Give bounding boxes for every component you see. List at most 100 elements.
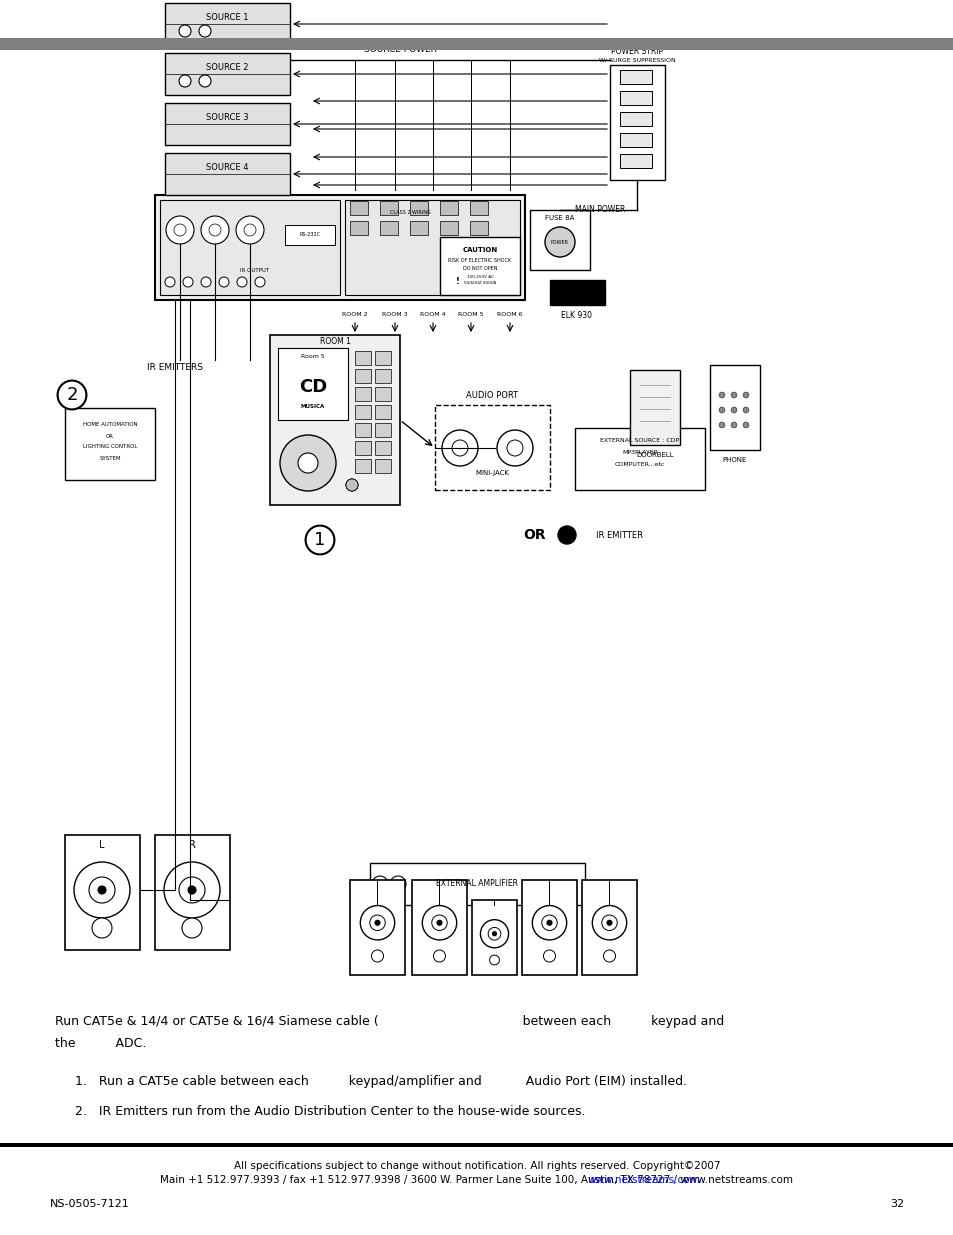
- Polygon shape: [448, 270, 468, 287]
- Circle shape: [201, 216, 229, 245]
- Text: OR: OR: [106, 433, 113, 438]
- Bar: [472, 900, 517, 974]
- Bar: [154, 835, 230, 950]
- Circle shape: [164, 862, 220, 918]
- Circle shape: [173, 224, 186, 236]
- Bar: [412, 881, 467, 974]
- Text: L: L: [99, 840, 105, 850]
- Circle shape: [441, 430, 477, 466]
- Bar: [65, 408, 154, 480]
- Text: COMPUTER...etc: COMPUTER...etc: [614, 462, 664, 467]
- Text: W/ SURGE SUPPRESSION: W/ SURGE SUPPRESSION: [598, 58, 675, 63]
- Circle shape: [546, 920, 552, 925]
- Text: NS-0505-7121: NS-0505-7121: [50, 1199, 130, 1209]
- Text: Room 5: Room 5: [301, 354, 325, 359]
- Bar: [165, 103, 290, 144]
- Bar: [375, 459, 391, 473]
- Bar: [355, 405, 371, 419]
- Text: R: R: [189, 840, 195, 850]
- Circle shape: [532, 905, 566, 940]
- Bar: [165, 153, 290, 195]
- Text: HOME AUTOMATION: HOME AUTOMATION: [83, 422, 137, 427]
- Text: OR: OR: [523, 529, 546, 542]
- Bar: [521, 881, 577, 974]
- Text: 2.   IR Emitters run from the Audio Distribution Center to the house-wide source: 2. IR Emitters run from the Audio Distri…: [75, 1105, 585, 1118]
- Bar: [379, 201, 397, 215]
- Text: CAUTION: CAUTION: [462, 247, 497, 253]
- Text: IR EMITTER: IR EMITTER: [596, 531, 643, 540]
- Circle shape: [166, 216, 193, 245]
- Text: SYSTEM: SYSTEM: [99, 456, 121, 461]
- Bar: [65, 835, 140, 950]
- Text: Run CAT5e & 14/4 or CAT5e & 16/4 Siamese cable (                                : Run CAT5e & 14/4 or CAT5e & 16/4 Siamese…: [55, 1015, 723, 1028]
- Bar: [270, 335, 399, 505]
- Circle shape: [730, 391, 737, 398]
- Bar: [355, 351, 371, 366]
- Bar: [439, 201, 457, 215]
- Bar: [355, 387, 371, 401]
- Text: EXTERNAL AMPLIFIER: EXTERNAL AMPLIFIER: [436, 879, 517, 888]
- Text: the          ADC.: the ADC.: [55, 1037, 146, 1050]
- Circle shape: [370, 915, 385, 930]
- Circle shape: [541, 915, 557, 930]
- Bar: [355, 424, 371, 437]
- Bar: [550, 280, 604, 305]
- Circle shape: [742, 408, 748, 412]
- Circle shape: [506, 440, 522, 456]
- Bar: [370, 863, 584, 905]
- Circle shape: [592, 905, 626, 940]
- Circle shape: [199, 25, 211, 37]
- Text: Main +1 512.977.9393 / fax +1 512.977.9398 / 3600 W. Parmer Lane Suite 100, Aust: Main +1 512.977.9393 / fax +1 512.977.93…: [160, 1174, 793, 1186]
- Circle shape: [719, 422, 724, 429]
- Text: SOURCE 2: SOURCE 2: [206, 63, 248, 72]
- Text: SOURCE POWER: SOURCE POWER: [363, 46, 436, 54]
- Bar: [609, 65, 664, 180]
- Bar: [0, 1144, 953, 1147]
- Bar: [581, 881, 637, 974]
- Circle shape: [74, 862, 130, 918]
- Text: SOURCE 3: SOURCE 3: [206, 112, 248, 121]
- Circle shape: [544, 227, 575, 257]
- Circle shape: [346, 479, 357, 492]
- Circle shape: [558, 526, 576, 543]
- Bar: [470, 201, 488, 215]
- Bar: [355, 369, 371, 383]
- Text: ELK 930: ELK 930: [561, 310, 592, 320]
- Bar: [154, 195, 524, 300]
- Circle shape: [179, 25, 191, 37]
- Circle shape: [219, 277, 229, 287]
- Bar: [619, 91, 651, 105]
- Circle shape: [179, 877, 205, 903]
- Bar: [629, 370, 679, 445]
- Circle shape: [91, 918, 112, 939]
- Text: ROOM 1: ROOM 1: [319, 337, 350, 347]
- Text: CD: CD: [298, 378, 327, 396]
- Bar: [410, 201, 428, 215]
- Circle shape: [280, 435, 335, 492]
- Text: DO NOT OPEN: DO NOT OPEN: [462, 266, 497, 270]
- Circle shape: [201, 277, 211, 287]
- Bar: [619, 154, 651, 168]
- Text: LIGHTING CONTROL: LIGHTING CONTROL: [83, 445, 137, 450]
- Circle shape: [489, 955, 499, 965]
- Bar: [410, 221, 428, 235]
- Text: POWER: POWER: [551, 240, 568, 245]
- Bar: [350, 221, 368, 235]
- Text: www.netstreams.com: www.netstreams.com: [587, 1174, 700, 1186]
- Text: RS-232C: RS-232C: [299, 232, 320, 237]
- Circle shape: [372, 876, 388, 892]
- Circle shape: [199, 75, 211, 86]
- Text: MINI-JACK: MINI-JACK: [475, 471, 508, 475]
- Bar: [285, 225, 335, 245]
- Circle shape: [244, 224, 255, 236]
- Bar: [165, 2, 290, 44]
- Bar: [355, 441, 371, 454]
- Text: 2: 2: [66, 387, 77, 404]
- Bar: [375, 351, 391, 366]
- Circle shape: [719, 408, 724, 412]
- Circle shape: [730, 422, 737, 429]
- Text: MUSICA: MUSICA: [300, 405, 325, 410]
- Bar: [379, 221, 397, 235]
- Bar: [277, 348, 348, 420]
- Bar: [439, 237, 519, 295]
